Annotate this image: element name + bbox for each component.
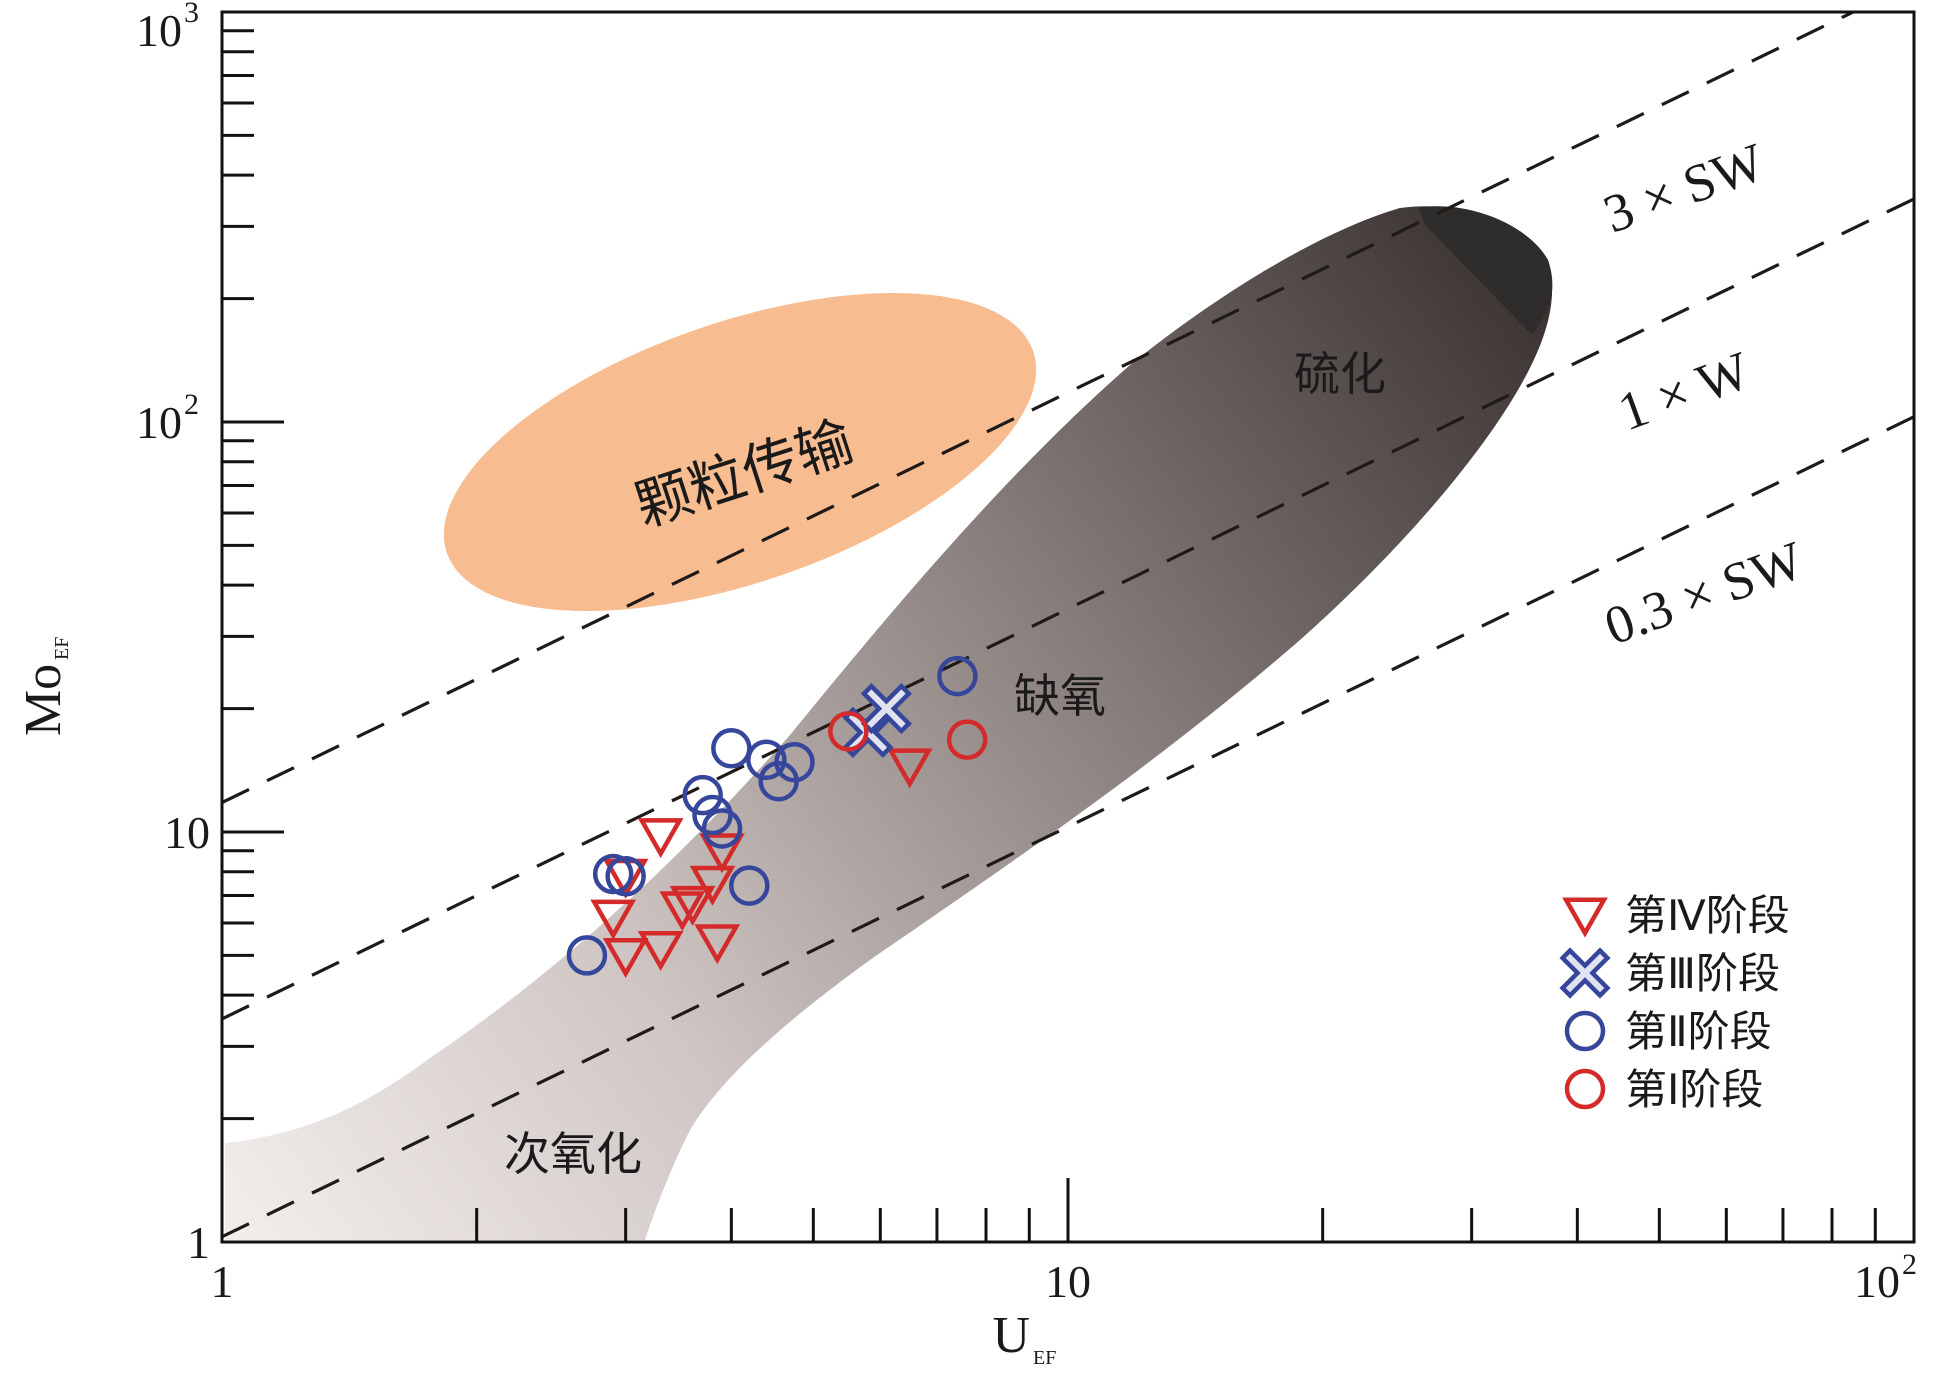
x-tick-label: 10 xyxy=(1045,1256,1091,1307)
x-tick-exponent: 2 xyxy=(1902,1248,1917,1281)
data-point-s0-7 xyxy=(689,865,736,906)
data-point-s0-0 xyxy=(637,818,684,859)
y-tick-label: 1 xyxy=(187,1217,210,1268)
x-tick-label: 1 xyxy=(211,1256,234,1307)
data-point-s0-4 xyxy=(637,930,684,972)
reference-line-2 xyxy=(222,415,1914,1239)
data-point-s0-2 xyxy=(590,899,637,940)
y-axis-title-group: Mo EF xyxy=(15,637,73,736)
reference-line-label-2: 0.3 × SW xyxy=(1597,530,1811,657)
data-point-s0-10 xyxy=(886,748,933,789)
data-point-s2-5 xyxy=(701,808,743,849)
x-axis-title-sub: EF xyxy=(1033,1347,1056,1369)
zone-label-euxinic: 硫化 xyxy=(1294,347,1386,401)
data-point-s3-1 xyxy=(946,719,988,760)
zone-label-suboxic: 次氧化 xyxy=(504,1127,642,1181)
data-point-s2-9 xyxy=(774,741,815,783)
reference-lines-layer xyxy=(222,12,1914,1239)
data-point-s2-3 xyxy=(682,774,723,816)
legend-marker-2 xyxy=(1564,1010,1606,1052)
legend-marker-3 xyxy=(1564,1068,1606,1110)
data-point-s2-11 xyxy=(937,655,978,697)
data-point-s1-1 xyxy=(860,682,912,735)
legend-marker-0 xyxy=(1562,897,1608,938)
y-tick-label: 10 xyxy=(164,807,210,858)
data-point-s2-6 xyxy=(711,728,752,769)
y-axis-title: Mo xyxy=(15,664,72,736)
data-point-s3-0 xyxy=(828,711,869,752)
y-tick-label: 10 xyxy=(136,5,182,56)
legend-label-2: 第Ⅱ阶段 xyxy=(1625,1007,1772,1056)
zones-layer xyxy=(225,206,1553,1241)
euxinic-dark-cap xyxy=(1418,206,1553,335)
data-point-s2-7 xyxy=(746,739,787,781)
data-points-layer xyxy=(566,655,988,979)
reference-line-0 xyxy=(222,12,1857,804)
data-point-s0-9 xyxy=(694,924,741,965)
y-tick-exponent: 3 xyxy=(184,0,199,29)
legend-marker-1 xyxy=(1559,947,1611,999)
legend-label-1: 第Ⅲ阶段 xyxy=(1625,949,1780,998)
x-axis-title: U xyxy=(992,1307,1030,1364)
data-point-s2-10 xyxy=(729,865,770,906)
reference-line-label-1: 1 × W xyxy=(1610,340,1757,442)
data-point-s0-5 xyxy=(659,891,706,932)
data-point-s1-1-inner xyxy=(867,689,906,728)
reference-line-label-0: 3 × SW xyxy=(1596,132,1772,245)
reference-labels-layer: 3 × SW 1 × W 0.3 × SW xyxy=(1596,132,1811,657)
particulate-shuttle-zone xyxy=(443,292,1037,612)
x-tick-label: 10 xyxy=(1854,1256,1900,1307)
legend-label-3: 第Ⅰ阶段 xyxy=(1625,1065,1763,1114)
data-point-s0-8 xyxy=(699,833,745,874)
data-point-s2-2 xyxy=(605,855,646,897)
reference-line-1 xyxy=(222,197,1914,1021)
y-tick-exponent: 2 xyxy=(184,388,199,421)
y-axis-title-sub: EF xyxy=(51,637,73,660)
data-point-s2-0 xyxy=(566,935,608,976)
y-tick-label: 10 xyxy=(136,397,182,448)
data-point-s0-6 xyxy=(669,885,716,926)
legend-marker-1-inner xyxy=(1565,953,1605,993)
redox-band xyxy=(225,206,1553,1241)
legend-label-0: 第Ⅳ阶段 xyxy=(1625,891,1790,940)
zone-label-anoxic: 缺氧 xyxy=(1014,669,1106,723)
data-point-s0-3 xyxy=(602,937,649,979)
